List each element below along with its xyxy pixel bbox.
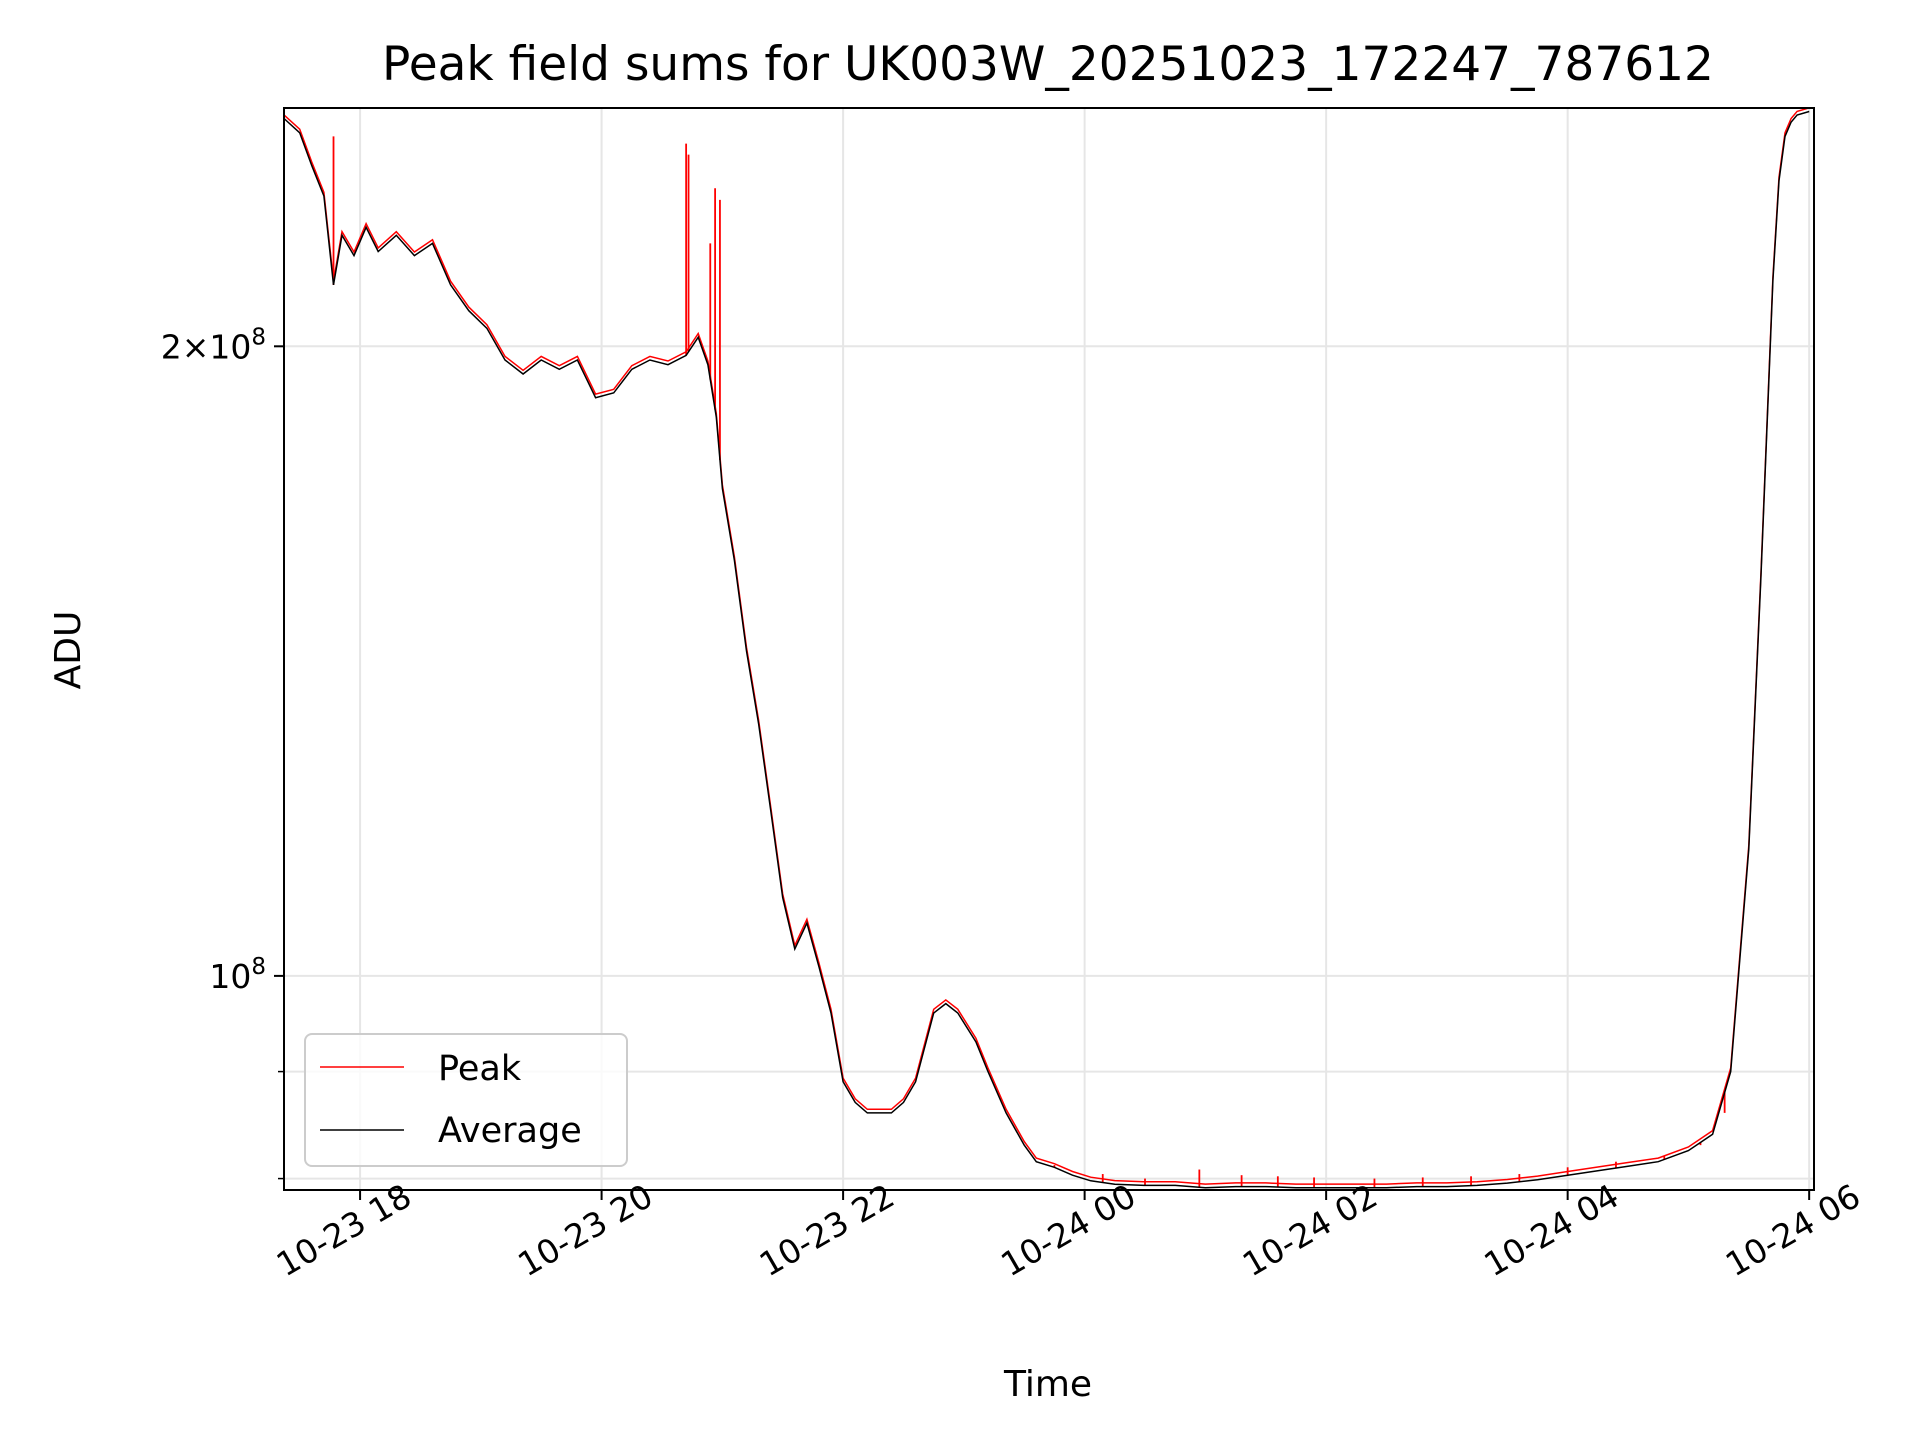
legend-average-label: Average	[438, 1111, 582, 1151]
y-tick-label: 2×108	[161, 324, 266, 366]
legend: Peak Average	[304, 1033, 628, 1167]
axes-frame	[283, 107, 1815, 1191]
y-axis-ticks: 2×108 108	[161, 324, 284, 1180]
y-tick-label: 108	[209, 954, 266, 996]
chart-title: Peak field sums for UK003W_20251023_1722…	[382, 37, 1714, 92]
peak-series-line	[283, 107, 1810, 1185]
x-axis-label: Time	[1003, 1364, 1092, 1405]
legend-peak-label: Peak	[438, 1049, 522, 1089]
plot-area	[283, 107, 1810, 1189]
y-axis-label: ADU	[48, 611, 89, 690]
average-series-line	[283, 110, 1810, 1189]
